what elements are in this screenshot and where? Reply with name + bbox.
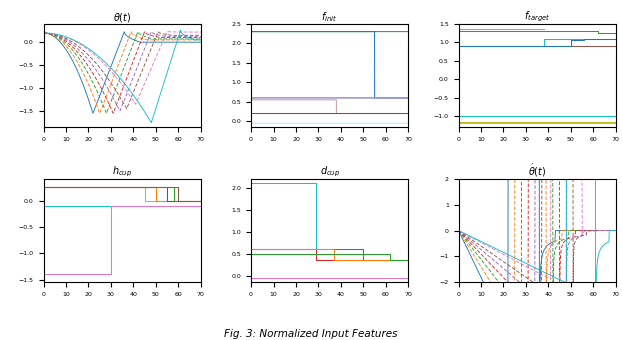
Title: $f_{init}$: $f_{init}$ — [322, 10, 338, 24]
Title: $h_{cup}$: $h_{cup}$ — [112, 165, 132, 179]
Title: $\dot{\theta}(t)$: $\dot{\theta}(t)$ — [528, 163, 547, 179]
Title: $\theta(t)$: $\theta(t)$ — [113, 11, 131, 24]
Title: $d_{cup}$: $d_{cup}$ — [320, 165, 340, 179]
Text: Fig. 3: Normalized Input Features: Fig. 3: Normalized Input Features — [225, 328, 397, 339]
Title: $f_{target}$: $f_{target}$ — [524, 10, 550, 24]
